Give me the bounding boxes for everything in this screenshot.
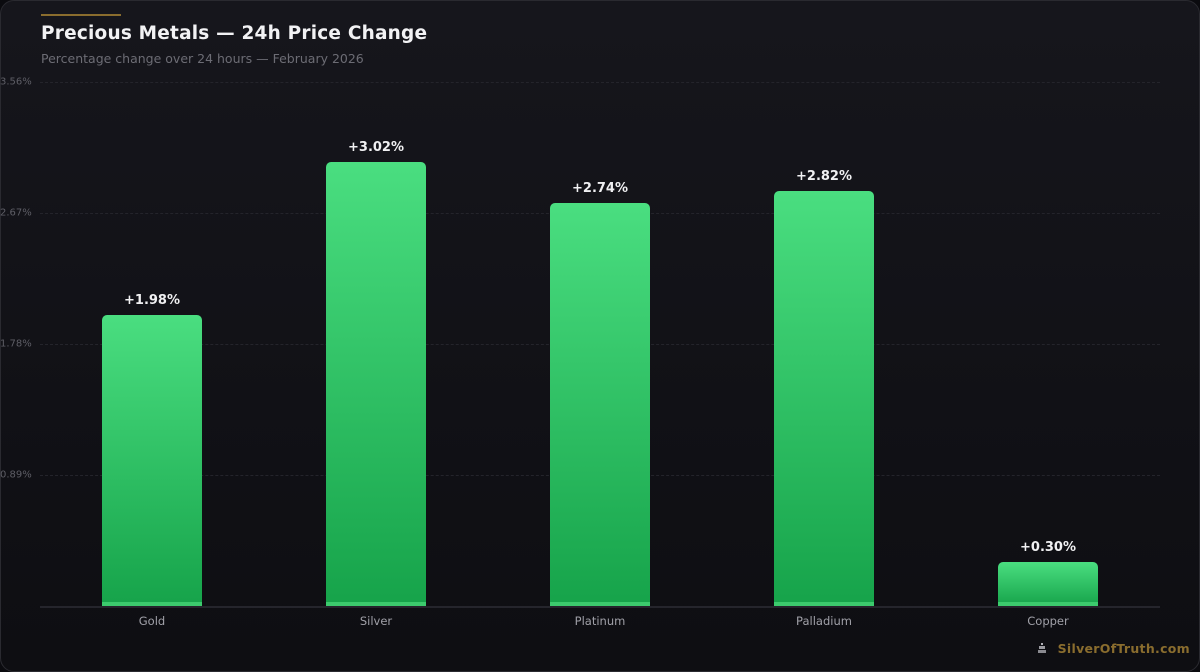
- bar-gold[interactable]: [102, 315, 202, 606]
- value-label-gold: +1.98%: [124, 293, 180, 308]
- watermark-text[interactable]: SilverOfTruth.com: [1057, 641, 1190, 656]
- chart-subtitle: Percentage change over 24 hours — Februa…: [41, 51, 364, 66]
- value-label-silver: +3.02%: [348, 140, 404, 155]
- value-label-copper: +0.30%: [1020, 540, 1076, 555]
- plot-area: 3.56% 2.67% 1.78% 0.89% +1.98% +3.02% +2…: [0, 77, 1160, 606]
- bar-palladium[interactable]: [774, 191, 874, 606]
- title-accent-line: [41, 14, 121, 16]
- y-tick-label: 0.89%: [0, 469, 32, 481]
- x-tick-label-silver: Silver: [359, 614, 393, 628]
- bar-copper[interactable]: [998, 562, 1098, 606]
- watermark: SilverOfTruth.com: [1036, 641, 1190, 656]
- x-tick-label-palladium: Palladium: [796, 614, 852, 628]
- x-tick-label-gold: Gold: [138, 614, 166, 628]
- chart-title: Precious Metals — 24h Price Change: [41, 23, 428, 44]
- x-tick-label-copper: Copper: [1027, 614, 1069, 628]
- y-tick-label: 2.67%: [0, 207, 32, 219]
- gridline: [40, 82, 1160, 83]
- y-tick-label: 1.78%: [0, 338, 32, 350]
- silver-bars-icon: [1036, 642, 1048, 655]
- value-label-palladium: +2.82%: [796, 169, 852, 184]
- y-tick-label: 3.56%: [0, 76, 32, 88]
- x-axis-baseline: [40, 606, 1160, 608]
- value-label-platinum: +2.74%: [572, 181, 628, 196]
- bar-platinum[interactable]: [550, 203, 650, 606]
- x-tick-label-platinum: Platinum: [574, 614, 626, 628]
- bar-silver[interactable]: [326, 162, 426, 606]
